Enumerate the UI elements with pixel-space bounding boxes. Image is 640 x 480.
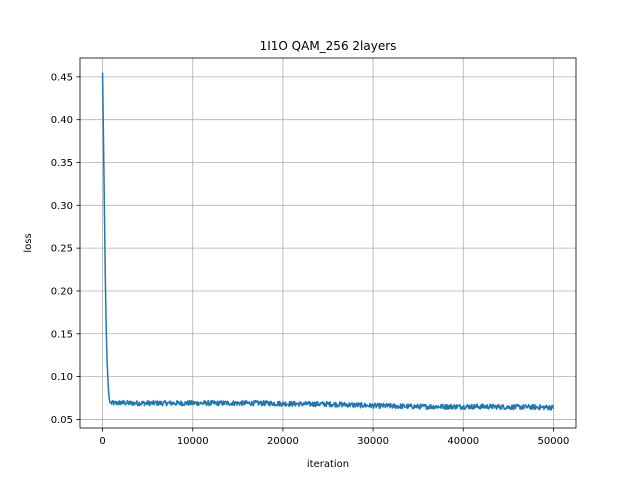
data-series bbox=[101, 72, 555, 411]
x-tick-label: 40000 bbox=[447, 436, 479, 447]
grid-lines bbox=[80, 58, 576, 428]
y-tick-label: 0.40 bbox=[51, 115, 73, 126]
y-axis: 0.05 0.10 0.15 0.20 0.25 0.30 0.35 0.40 0.45 bbox=[51, 72, 80, 426]
x-tick-label: 30000 bbox=[357, 436, 389, 447]
y-tick-label: 0.20 bbox=[51, 286, 73, 297]
x-axis-label: iteration bbox=[307, 459, 349, 470]
y-axis-label: loss bbox=[23, 233, 34, 252]
y-tick-label: 0.05 bbox=[51, 415, 73, 426]
y-tick-label: 0.15 bbox=[51, 329, 73, 340]
chart-title: 1I1O QAM_256 2layers bbox=[260, 39, 397, 53]
x-tick-label: 0 bbox=[99, 436, 105, 447]
y-tick-label: 0.30 bbox=[51, 201, 73, 212]
loss-series-line bbox=[101, 72, 555, 411]
y-tick-label: 0.35 bbox=[51, 158, 73, 169]
x-tick-label: 20000 bbox=[267, 436, 299, 447]
y-tick-label: 0.10 bbox=[51, 372, 73, 383]
x-axis: 0 10000 20000 30000 40000 50000 bbox=[99, 428, 569, 447]
y-tick-label: 0.25 bbox=[51, 244, 73, 255]
plot-frame bbox=[79, 57, 577, 429]
y-tick-label: 0.45 bbox=[51, 72, 73, 83]
x-tick-label: 10000 bbox=[177, 436, 209, 447]
x-tick-label: 50000 bbox=[538, 436, 570, 447]
